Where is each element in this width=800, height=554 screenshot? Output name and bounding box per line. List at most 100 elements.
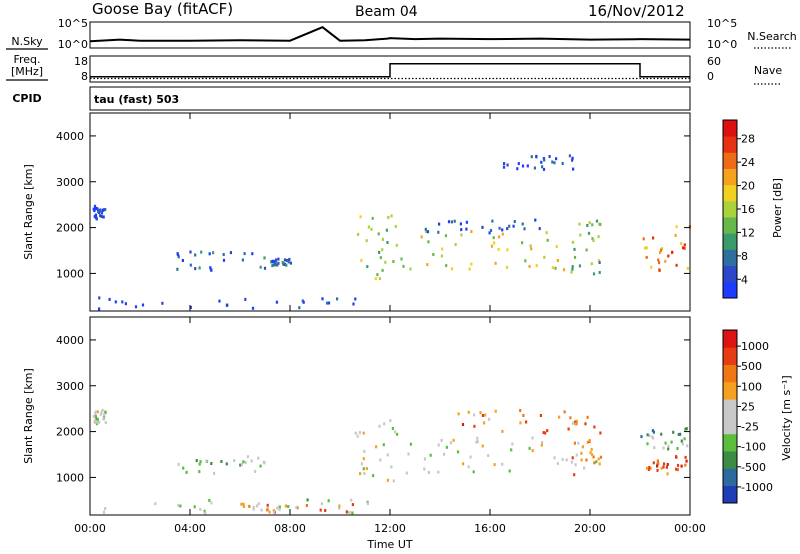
heatmap-cell: [262, 460, 265, 464]
heatmap-cell: [540, 443, 543, 447]
colorbar-tick-label: -500: [741, 461, 766, 474]
heatmap-cell: [460, 228, 463, 232]
heatmap-cell: [476, 436, 479, 440]
heatmap-cell: [374, 277, 377, 281]
heatmap-cell: [556, 259, 559, 262]
heatmap-cell: [296, 506, 299, 510]
heatmap-cell: [530, 247, 533, 251]
y-tick-label: 4000: [56, 130, 84, 143]
heatmap-cell: [378, 424, 381, 428]
heatmap-cell: [656, 462, 659, 466]
heatmap-cell: [272, 259, 275, 263]
colorbar-tick-label: 16: [741, 203, 755, 216]
heatmap-cell: [366, 265, 369, 269]
heatmap-cell: [98, 307, 101, 311]
heatmap-cell: [542, 157, 545, 160]
heatmap-cell: [379, 458, 382, 462]
heatmap-cell: [517, 162, 520, 166]
heatmap-cell: [685, 427, 688, 431]
heatmap-cell: [591, 223, 594, 227]
heatmap-cell: [96, 418, 99, 422]
heatmap-cell: [94, 414, 97, 418]
heatmap-cell: [134, 305, 138, 309]
heatmap-cell: [252, 507, 255, 511]
heatmap-cell: [674, 233, 677, 237]
heatmap-cell: [528, 264, 531, 268]
heatmap-cell: [198, 266, 201, 270]
heatmap-cell: [475, 440, 478, 444]
heatmap-cell: [590, 262, 593, 266]
nsky-label: N.Sky: [11, 35, 43, 48]
heatmap-cell: [226, 303, 229, 307]
heatmap-cell: [350, 498, 353, 502]
heatmap-cell: [660, 466, 663, 470]
heatmap-cell: [575, 453, 578, 457]
heatmap-cell: [263, 256, 266, 260]
heatmap-cell: [203, 509, 206, 513]
heatmap-cell: [680, 242, 683, 245]
heatmap-cell: [684, 427, 687, 431]
heatmap-cell: [579, 233, 582, 237]
colorbar-swatch: [723, 265, 737, 283]
colorbar-swatch: [723, 136, 737, 153]
heatmap-cell: [390, 465, 393, 469]
heatmap-cell: [443, 452, 446, 456]
heatmap-cell: [242, 502, 245, 506]
time-x-axis-label: Time UT: [366, 538, 412, 551]
velocity-y-axis: 1000 2000 3000 4000: [56, 334, 690, 484]
heatmap-cell: [394, 224, 397, 228]
heatmap-cell: [680, 439, 683, 443]
colorbar-swatch: [723, 249, 737, 267]
heatmap-cell: [489, 229, 493, 232]
heatmap-cell: [385, 228, 388, 232]
heatmap-cell: [571, 456, 574, 460]
heatmap-cell: [481, 414, 484, 417]
heatmap-cell: [195, 459, 198, 463]
heatmap-cell: [218, 299, 221, 303]
heatmap-cell: [555, 245, 558, 249]
heatmap-cell: [102, 215, 105, 219]
heatmap-cell: [102, 416, 105, 420]
heatmap-cell: [233, 459, 236, 463]
heatmap-cell: [327, 301, 331, 305]
heatmap-cell: [95, 216, 98, 220]
heatmap-cell: [327, 499, 330, 503]
heatmap-cell: [210, 462, 213, 465]
heatmap-cell: [524, 259, 527, 263]
heatmap-cell: [365, 239, 368, 243]
heatmap-cell: [281, 261, 284, 264]
heatmap-cell: [285, 263, 288, 267]
velocity-colorbar-label: Velocity [m s⁻¹]: [780, 375, 793, 460]
heatmap-cell: [454, 243, 457, 246]
power-heatmap: [92, 154, 691, 311]
colorbar-frame: [722, 329, 738, 504]
heatmap-cell: [205, 459, 208, 463]
heatmap-cell: [209, 266, 212, 270]
heatmap-cell: [444, 234, 448, 238]
heatmap-cell: [176, 267, 179, 271]
heatmap-cell: [519, 409, 522, 412]
heatmap-cell: [212, 251, 215, 255]
heatmap-cell: [427, 240, 430, 244]
heatmap-cell: [470, 230, 473, 233]
heatmap-cell: [571, 421, 575, 425]
heatmap-cell: [675, 467, 678, 471]
heatmap-cell: [246, 455, 249, 459]
heatmap-cell: [272, 263, 275, 267]
heatmap-cell: [243, 252, 246, 256]
heatmap-cell: [100, 410, 103, 414]
heatmap-cell: [597, 258, 600, 262]
heatmap-cell: [99, 412, 102, 416]
heatmap-cell: [494, 261, 497, 265]
x-tick-label: 00:00: [74, 522, 106, 535]
date-title: 16/Nov/2012: [588, 2, 685, 20]
heatmap-cell: [98, 296, 101, 300]
colorbar-tick-label: 1000: [741, 340, 769, 353]
heatmap-cell: [250, 459, 253, 463]
heatmap-cell: [522, 414, 525, 417]
heatmap-cell: [391, 427, 394, 430]
heatmap-cell: [275, 258, 278, 262]
heatmap-cell: [371, 216, 374, 220]
beam-title: Beam 04: [355, 4, 418, 20]
heatmap-cell: [571, 240, 575, 244]
